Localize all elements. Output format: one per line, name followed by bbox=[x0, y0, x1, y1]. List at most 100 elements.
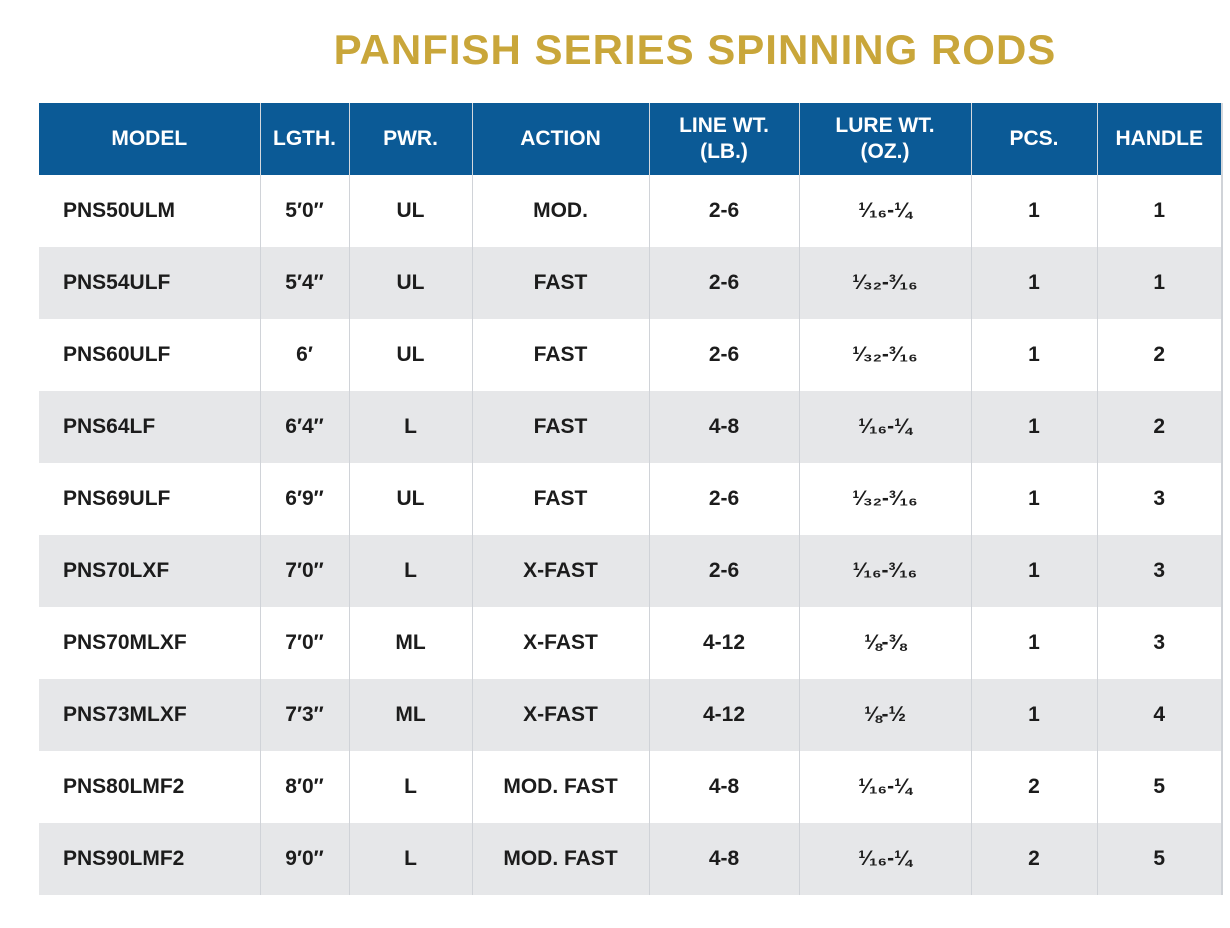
spec-table: MODEL LGTH. PWR. ACTION LINE WT. (LB.) L… bbox=[39, 103, 1223, 895]
cell-handle: 3 bbox=[1097, 535, 1223, 607]
cell-length: 7′0″ bbox=[260, 535, 350, 607]
cell-action: FAST bbox=[472, 247, 650, 319]
cell-model: PNS60ULF bbox=[39, 319, 261, 391]
cell-lure-wt: ¹⁄₁₆-¼ bbox=[799, 391, 972, 463]
cell-action: MOD. FAST bbox=[472, 823, 650, 895]
cell-lure-wt: ¹⁄₃₂-³⁄₁₆ bbox=[799, 247, 972, 319]
cell-pieces: 1 bbox=[971, 391, 1098, 463]
cell-action: X-FAST bbox=[472, 607, 650, 679]
cell-model: PNS69ULF bbox=[39, 463, 261, 535]
cell-length: 7′0″ bbox=[260, 607, 350, 679]
cell-lure-wt: ¹⁄₁₆-¼ bbox=[799, 751, 972, 823]
cell-handle: 1 bbox=[1097, 247, 1223, 319]
cell-pieces: 1 bbox=[971, 679, 1098, 751]
cell-action: FAST bbox=[472, 391, 650, 463]
cell-lure-wt: ¹⁄₁₆-¼ bbox=[799, 175, 972, 247]
page-title: PANFISH SERIES SPINNING RODS bbox=[333, 26, 1057, 73]
table-row: PNS70MLXF 7′0″ ML X-FAST 4-12 ⅛-⅜ 1 3 bbox=[39, 607, 1223, 679]
cell-line-wt: 2-6 bbox=[649, 319, 800, 391]
cell-power: UL bbox=[349, 463, 473, 535]
cell-line-wt: 2-6 bbox=[649, 463, 800, 535]
cell-action: MOD. FAST bbox=[472, 751, 650, 823]
cell-handle: 4 bbox=[1097, 679, 1223, 751]
cell-line-wt: 4-8 bbox=[649, 823, 800, 895]
table-row: PNS50ULM 5′0″ UL MOD. 2-6 ¹⁄₁₆-¼ 1 1 bbox=[39, 175, 1223, 247]
cell-length: 6′4″ bbox=[260, 391, 350, 463]
cell-pieces: 2 bbox=[971, 823, 1098, 895]
header-lure-wt: LURE WT. (OZ.) bbox=[799, 103, 972, 175]
table-header: MODEL LGTH. PWR. ACTION LINE WT. (LB.) L… bbox=[39, 103, 1223, 175]
cell-power: L bbox=[349, 391, 473, 463]
table-row: PNS60ULF 6′ UL FAST 2-6 ¹⁄₃₂-³⁄₁₆ 1 2 bbox=[39, 319, 1223, 391]
cell-pieces: 1 bbox=[971, 247, 1098, 319]
cell-lure-wt: ⅛-½ bbox=[799, 679, 972, 751]
cell-action: FAST bbox=[472, 463, 650, 535]
cell-length: 6′ bbox=[260, 319, 350, 391]
cell-model: PNS64LF bbox=[39, 391, 261, 463]
table-row: PNS64LF 6′4″ L FAST 4-8 ¹⁄₁₆-¼ 1 2 bbox=[39, 391, 1223, 463]
cell-lure-wt: ¹⁄₃₂-³⁄₁₆ bbox=[799, 463, 972, 535]
cell-handle: 5 bbox=[1097, 823, 1223, 895]
cell-line-wt: 2-6 bbox=[649, 535, 800, 607]
header-power: PWR. bbox=[349, 103, 473, 175]
cell-power: L bbox=[349, 751, 473, 823]
cell-line-wt: 2-6 bbox=[649, 247, 800, 319]
cell-length: 7′3″ bbox=[260, 679, 350, 751]
header-row: MODEL LGTH. PWR. ACTION LINE WT. (LB.) L… bbox=[39, 103, 1223, 175]
cell-model: PNS80LMF2 bbox=[39, 751, 261, 823]
cell-pieces: 1 bbox=[971, 175, 1098, 247]
cell-model: PNS70MLXF bbox=[39, 607, 261, 679]
cell-handle: 5 bbox=[1097, 751, 1223, 823]
cell-pieces: 1 bbox=[971, 319, 1098, 391]
cell-power: UL bbox=[349, 247, 473, 319]
cell-power: L bbox=[349, 823, 473, 895]
table-body: PNS50ULM 5′0″ UL MOD. 2-6 ¹⁄₁₆-¼ 1 1 PNS… bbox=[39, 175, 1223, 895]
header-pieces: PCS. bbox=[971, 103, 1098, 175]
cell-pieces: 1 bbox=[971, 463, 1098, 535]
cell-length: 9′0″ bbox=[260, 823, 350, 895]
cell-lure-wt: ¹⁄₁₆-¼ bbox=[799, 823, 972, 895]
cell-line-wt: 4-12 bbox=[649, 679, 800, 751]
header-action: ACTION bbox=[472, 103, 650, 175]
cell-action: MOD. bbox=[472, 175, 650, 247]
cell-lure-wt: ⅛-⅜ bbox=[799, 607, 972, 679]
cell-model: PNS70LXF bbox=[39, 535, 261, 607]
cell-power: UL bbox=[349, 319, 473, 391]
cell-lure-wt: ¹⁄₁₆-³⁄₁₆ bbox=[799, 535, 972, 607]
table-row: PNS80LMF2 8′0″ L MOD. FAST 4-8 ¹⁄₁₆-¼ 2 … bbox=[39, 751, 1223, 823]
cell-action: FAST bbox=[472, 319, 650, 391]
cell-length: 5′4″ bbox=[260, 247, 350, 319]
cell-action: X-FAST bbox=[472, 679, 650, 751]
cell-model: PNS90LMF2 bbox=[39, 823, 261, 895]
table-row: PNS73MLXF 7′3″ ML X-FAST 4-12 ⅛-½ 1 4 bbox=[39, 679, 1223, 751]
cell-model: PNS50ULM bbox=[39, 175, 261, 247]
table-row: PNS69ULF 6′9″ UL FAST 2-6 ¹⁄₃₂-³⁄₁₆ 1 3 bbox=[39, 463, 1223, 535]
cell-length: 5′0″ bbox=[260, 175, 350, 247]
cell-action: X-FAST bbox=[472, 535, 650, 607]
cell-line-wt: 2-6 bbox=[649, 175, 800, 247]
cell-pieces: 1 bbox=[971, 535, 1098, 607]
cell-power: ML bbox=[349, 679, 473, 751]
cell-handle: 3 bbox=[1097, 463, 1223, 535]
cell-line-wt: 4-8 bbox=[649, 751, 800, 823]
cell-power: ML bbox=[349, 607, 473, 679]
cell-model: PNS54ULF bbox=[39, 247, 261, 319]
cell-length: 6′9″ bbox=[260, 463, 350, 535]
cell-handle: 1 bbox=[1097, 175, 1223, 247]
header-line-wt: LINE WT. (LB.) bbox=[649, 103, 800, 175]
header-handle: HANDLE bbox=[1097, 103, 1223, 175]
cell-handle: 2 bbox=[1097, 391, 1223, 463]
cell-pieces: 1 bbox=[971, 607, 1098, 679]
table-row: PNS90LMF2 9′0″ L MOD. FAST 4-8 ¹⁄₁₆-¼ 2 … bbox=[39, 823, 1223, 895]
cell-power: UL bbox=[349, 175, 473, 247]
cell-line-wt: 4-12 bbox=[649, 607, 800, 679]
cell-line-wt: 4-8 bbox=[649, 391, 800, 463]
cell-lure-wt: ¹⁄₃₂-³⁄₁₆ bbox=[799, 319, 972, 391]
cell-model: PNS73MLXF bbox=[39, 679, 261, 751]
table-row: PNS70LXF 7′0″ L X-FAST 2-6 ¹⁄₁₆-³⁄₁₆ 1 3 bbox=[39, 535, 1223, 607]
cell-handle: 2 bbox=[1097, 319, 1223, 391]
cell-handle: 3 bbox=[1097, 607, 1223, 679]
cell-pieces: 2 bbox=[971, 751, 1098, 823]
header-model: MODEL bbox=[39, 103, 261, 175]
